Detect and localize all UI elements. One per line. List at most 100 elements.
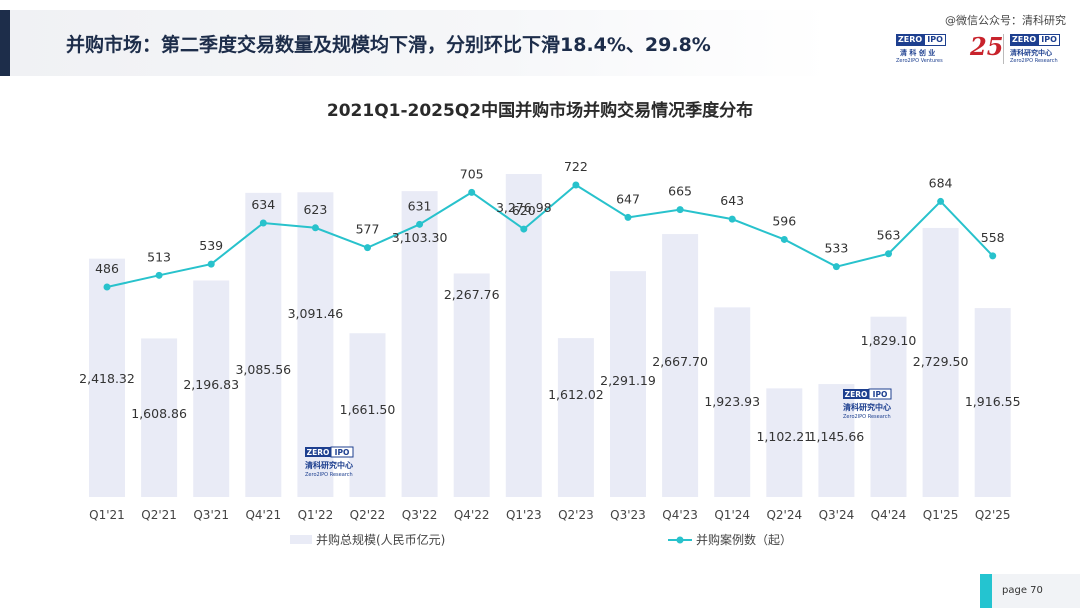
research-watermark-logo-2: ZERO IPO 清科研究中心 Zero2IPO Research (843, 388, 892, 420)
line-label-Q2'21: 513 (147, 249, 171, 264)
anniversary-25-logo: 25 (970, 32, 1004, 61)
bar-label-Q4'21: 3,085.56 (235, 362, 291, 377)
legend-bar-swatch (290, 535, 312, 544)
line-label-Q3'21: 539 (199, 238, 223, 253)
x-tick-label: Q2'22 (350, 508, 386, 522)
line-point-Q3'22 (416, 220, 424, 228)
bar-Q3'22 (401, 191, 438, 497)
bar-label-Q4'22: 2,267.76 (444, 287, 500, 302)
bar-Q1'24 (714, 307, 751, 497)
legend-bar-label: 并购总规模(人民币亿元) (316, 532, 445, 547)
page-number: page 70 (1002, 585, 1043, 596)
line-label-Q4'21: 634 (251, 197, 275, 212)
bar-Q2'22 (349, 333, 386, 497)
bar-label-Q2'21: 1,608.86 (131, 406, 187, 421)
ventures-en-label: Zero2IPO Ventures (896, 58, 943, 64)
line-point-Q3'23 (624, 213, 632, 221)
wm-ipo-bg (330, 446, 354, 458)
x-tick-label: Q1'21 (89, 508, 125, 522)
line-label-Q2'24: 596 (772, 213, 796, 228)
wm-research-en: Zero2IPO Research (843, 414, 891, 420)
line-point-Q1'21 (103, 283, 111, 291)
bar-Q2'24 (766, 388, 803, 497)
line-label-Q4'22: 705 (460, 166, 484, 181)
x-tick-label: Q2'23 (558, 508, 594, 522)
wm-zero-text: ZERO (845, 390, 868, 399)
bar-Q3'24 (818, 384, 855, 497)
line-label-Q1'23: 620 (512, 203, 536, 218)
legend-line-label: 并购案例数（起） (696, 532, 792, 547)
bar-Q1'25 (922, 227, 959, 497)
research-watermark-logo-1: ZERO IPO 清科研究中心 Zero2IPO Research (305, 446, 354, 478)
page-title: 并购市场：第二季度交易数量及规模均下滑，分别环比下滑18.4%、29.8% (66, 34, 711, 56)
line-point-Q1'23 (520, 225, 528, 233)
line-point-Q4'24 (885, 250, 892, 258)
line-point-Q1'24 (728, 215, 736, 223)
logo-divider (1003, 34, 1004, 64)
bar-Q4'23 (662, 234, 699, 498)
wm-research-cn: 清科研究中心 (843, 402, 891, 412)
line-point-Q2'23 (572, 181, 580, 189)
bar-Q1'23 (505, 174, 542, 497)
wm-research-en: Zero2IPO Research (305, 472, 353, 478)
x-tick-label: Q3'22 (402, 508, 438, 522)
watermark-text: @微信公众号：清科研究 (945, 14, 1066, 27)
line-point-Q2'21 (155, 271, 163, 279)
line-label-Q2'25: 558 (981, 230, 1005, 245)
bar-Q4'22 (453, 273, 490, 497)
bar-label-Q4'23: 2,667.70 (652, 354, 708, 369)
bar-label-Q3'22: 3,103.30 (392, 230, 448, 245)
line-point-Q1'25 (937, 197, 945, 205)
chart-title: 2021Q1-2025Q2中国并购市场并购交易情况季度分布 (326, 101, 754, 121)
line-point-Q3'24 (832, 263, 840, 271)
bar-Q4'24 (870, 316, 907, 497)
bar-label-Q2'22: 1,661.50 (340, 402, 396, 417)
line-label-Q1'25: 684 (929, 175, 953, 190)
x-tick-label: Q1'24 (714, 508, 750, 522)
bar-Q2'23 (557, 338, 594, 497)
research-cn-label: 清科研究中心 (1010, 49, 1052, 57)
line-series-deal-count (106, 183, 994, 288)
line-point-Q2'24 (780, 235, 788, 243)
x-tick-label: Q1'22 (298, 508, 334, 522)
line-label-Q2'23: 722 (564, 159, 588, 174)
wm-zero-bg (843, 389, 869, 399)
line-label-Q4'23: 665 (668, 184, 692, 199)
line-point-Q1'22 (311, 224, 319, 232)
bar-Q1'22 (297, 192, 334, 498)
line-label-Q3'23: 647 (616, 191, 640, 206)
line-label-Q1'24: 643 (720, 193, 744, 208)
zero2ipo-research-logo: ZERO IPO (1010, 34, 1060, 46)
x-tick-label: Q4'24 (871, 508, 907, 522)
bar-label-Q1'22: 3,091.46 (288, 306, 344, 321)
x-tick-label: Q3'24 (819, 508, 855, 522)
page-number-accent (980, 574, 992, 608)
x-tick-label: Q3'21 (193, 508, 229, 522)
x-tick-label: Q3'23 (610, 508, 646, 522)
x-tick-label: Q1'25 (923, 508, 959, 522)
x-tick-label: Q2'25 (975, 508, 1011, 522)
line-point-Q4'23 (676, 206, 684, 214)
line-point-Q2'22 (364, 244, 371, 252)
line-label-Q3'24: 533 (824, 241, 848, 256)
bar-label-Q2'25: 1,916.55 (965, 394, 1021, 409)
bar-label-Q3'23: 2,291.19 (600, 373, 656, 388)
wm-zero-text: ZERO (307, 448, 330, 457)
wm-ipo-text: IPO (335, 448, 350, 457)
wm-ipo-text: IPO (873, 390, 888, 399)
legend-line-marker (676, 536, 684, 544)
bar-label-Q2'24: 1,102.21 (756, 429, 812, 444)
x-tick-label: Q4'21 (245, 508, 281, 522)
bar-Q4'21 (245, 192, 282, 498)
x-tick-label: Q4'22 (454, 508, 490, 522)
line-label-Q4'24: 563 (877, 228, 901, 243)
line-point-Q2'25 (989, 252, 997, 260)
line-point-Q4'22 (468, 188, 476, 196)
line-point-Q3'21 (207, 260, 215, 268)
x-tick-label: Q1'23 (506, 508, 542, 522)
ventures-cn-label: 清 科 创 业 (900, 49, 936, 57)
bar-label-Q1'21: 2,418.32 (79, 371, 135, 386)
x-tick-label: Q2'21 (141, 508, 177, 522)
zero2ipo-logo: ZERO IPO (896, 34, 946, 46)
